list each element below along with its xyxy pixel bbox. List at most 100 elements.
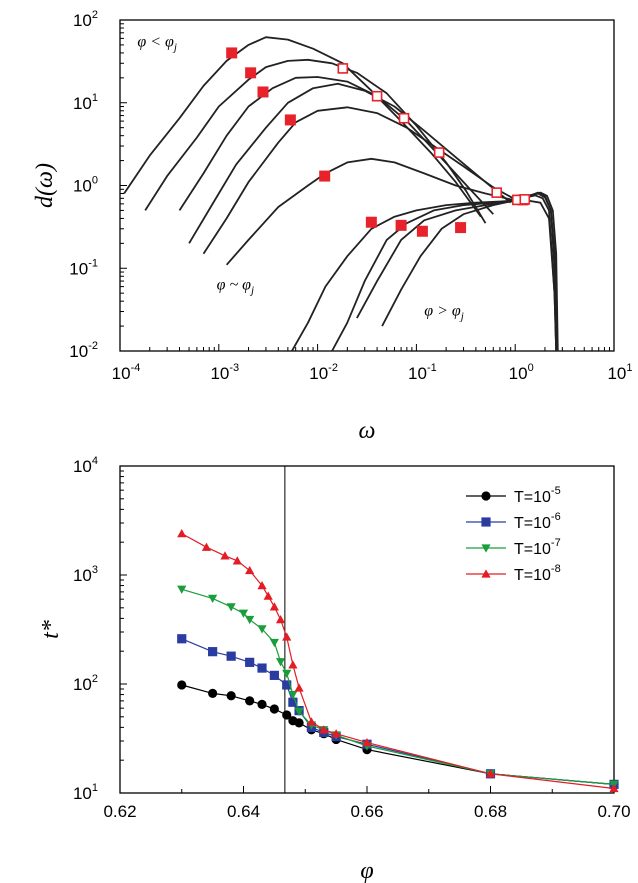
legend-entry: T=10-7 <box>514 537 561 558</box>
chart-1-series-line-8 <box>331 192 558 351</box>
chart-1-open-marker <box>491 187 503 198</box>
chart-2-x-tick-label: 0.62 <box>103 802 136 821</box>
chart-2: 0.62 0.64 0.66 0.68 0.70 101 102 103 104 φ t* T=10-… <box>38 455 631 883</box>
chart-1-open-marker <box>371 90 383 102</box>
chart-1-annotation-2: φ ~ φj <box>217 277 254 297</box>
chart-1-x-tick-label: 10-2 <box>309 362 338 383</box>
chart-1-open-marker <box>337 63 349 74</box>
chart-2-point <box>319 725 329 734</box>
chart-2-point <box>288 690 298 700</box>
chart-2-point <box>275 614 286 624</box>
chart-2-y-axis-label: t* <box>38 620 64 639</box>
chart-2-series-4 <box>177 528 619 793</box>
chart-2-point <box>177 634 187 644</box>
chart-1-x-tick-label: 10-3 <box>210 362 239 383</box>
chart-1-series-line-9 <box>356 191 558 351</box>
chart-1-y-tick-label: 102 <box>73 9 98 30</box>
chart-1-x-tick-label: 101 <box>607 362 632 383</box>
chart-2-point <box>232 556 242 565</box>
chart-2-point <box>245 615 255 625</box>
chart-2-point <box>275 658 286 667</box>
chart-2-series-2 <box>177 634 619 789</box>
chart-2-point <box>282 632 292 641</box>
chart-2-point <box>288 660 298 669</box>
chart-2-point <box>208 647 218 657</box>
chart-2-point <box>331 729 341 738</box>
chart-1-filled-marker <box>284 114 296 126</box>
chart-2-point <box>269 704 279 714</box>
chart-2-point <box>257 699 267 709</box>
chart-1-series-line-4 <box>188 82 512 244</box>
chart-2-point <box>226 691 236 701</box>
chart-2-y-tick-label: 101 <box>73 782 98 803</box>
chart-2-point <box>609 783 619 793</box>
chart-1-series-line-3 <box>178 76 494 215</box>
chart-1-filled-marker <box>319 170 331 182</box>
legend-marker <box>481 544 491 553</box>
chart-1-open-marker <box>519 194 531 205</box>
chart-2-point <box>220 551 230 560</box>
chart-1: 10-4 10-3 10-2 10-1 100 101 10-2 10-1 100 101 102 ω… <box>32 9 633 444</box>
chart-2-point <box>269 602 279 611</box>
chart-2-point <box>245 565 255 575</box>
legend-marker <box>481 491 491 501</box>
chart-2-point <box>201 542 212 551</box>
chart-1-open-marker <box>398 112 410 124</box>
chart-2-y-tick-label: 103 <box>73 564 98 585</box>
chart-1-series-line-1 <box>123 36 482 218</box>
chart-2-point <box>177 585 187 594</box>
chart-1-filled-marker <box>395 219 407 231</box>
chart-1-y-tick-label: 10-1 <box>69 257 98 278</box>
legend-entry: T=10-8 <box>514 563 561 584</box>
legend-marker <box>481 569 491 578</box>
chart-1-x-tick-label: 100 <box>509 362 534 383</box>
chart-1-annotation-1: φ < φj <box>137 33 177 53</box>
chart-1-series-line-7 <box>291 194 558 351</box>
chart-2-point <box>282 680 292 690</box>
chart-1-series-line-6 <box>225 157 558 351</box>
chart-2-point <box>269 670 279 680</box>
chart-2-y-tick-label: 104 <box>73 455 98 476</box>
chart-2-point <box>263 591 273 600</box>
chart-2-point <box>245 696 255 706</box>
chart-1-filled-marker <box>226 47 238 59</box>
chart-1-filled-marker <box>455 222 467 234</box>
chart-2-x-axis-label: φ <box>360 858 373 883</box>
chart-2-x-tick-label: 0.68 <box>474 802 507 821</box>
chart-1-series-line-10 <box>381 191 559 351</box>
chart-1-filled-marker <box>416 225 428 237</box>
chart-2-point <box>282 669 292 679</box>
chart-1-annotation-3: φ > φj <box>424 302 464 322</box>
chart-2-series-3 <box>177 585 619 789</box>
chart-1-filled-marker <box>245 67 257 79</box>
chart-2-point <box>177 680 187 690</box>
chart-2-x-tick-label: 0.70 <box>597 802 630 821</box>
legend-marker <box>481 517 491 527</box>
chart-2-point <box>306 717 317 726</box>
chart-2-y-tick-label: 102 <box>73 673 98 694</box>
chart-1-x-tick-label: 10-1 <box>408 362 437 383</box>
chart-2-point <box>282 710 292 720</box>
chart-1-y-tick-label: 100 <box>73 175 98 196</box>
chart-2-x-tick-label: 0.64 <box>227 802 260 821</box>
chart-1-y-axis-label: d(ω) <box>32 163 58 208</box>
chart-1-series-group <box>123 36 559 351</box>
chart-2-point <box>362 737 372 747</box>
chart-1-y-tick-label: 101 <box>73 92 98 113</box>
chart-2-point <box>257 663 267 673</box>
chart-2-point <box>208 688 218 698</box>
chart-2-point <box>294 718 304 728</box>
chart-1-y-tick-label: 10-2 <box>69 340 98 361</box>
chart-1-open-marker <box>433 147 445 158</box>
chart-1-series-line-5 <box>202 106 527 255</box>
chart-2-series-1 <box>177 680 619 789</box>
chart-1-filled-marker <box>365 216 377 228</box>
chart-2-legend: T=10-5 T=10-6 T=10-7 T=10-8 <box>466 485 561 584</box>
chart-2-point <box>238 609 249 618</box>
chart-2-point <box>177 528 187 538</box>
chart-1-x-tick-label: 10-4 <box>112 362 141 383</box>
chart-2-point <box>269 638 279 648</box>
chart-2-point <box>208 594 218 603</box>
chart-2-point <box>485 769 496 778</box>
